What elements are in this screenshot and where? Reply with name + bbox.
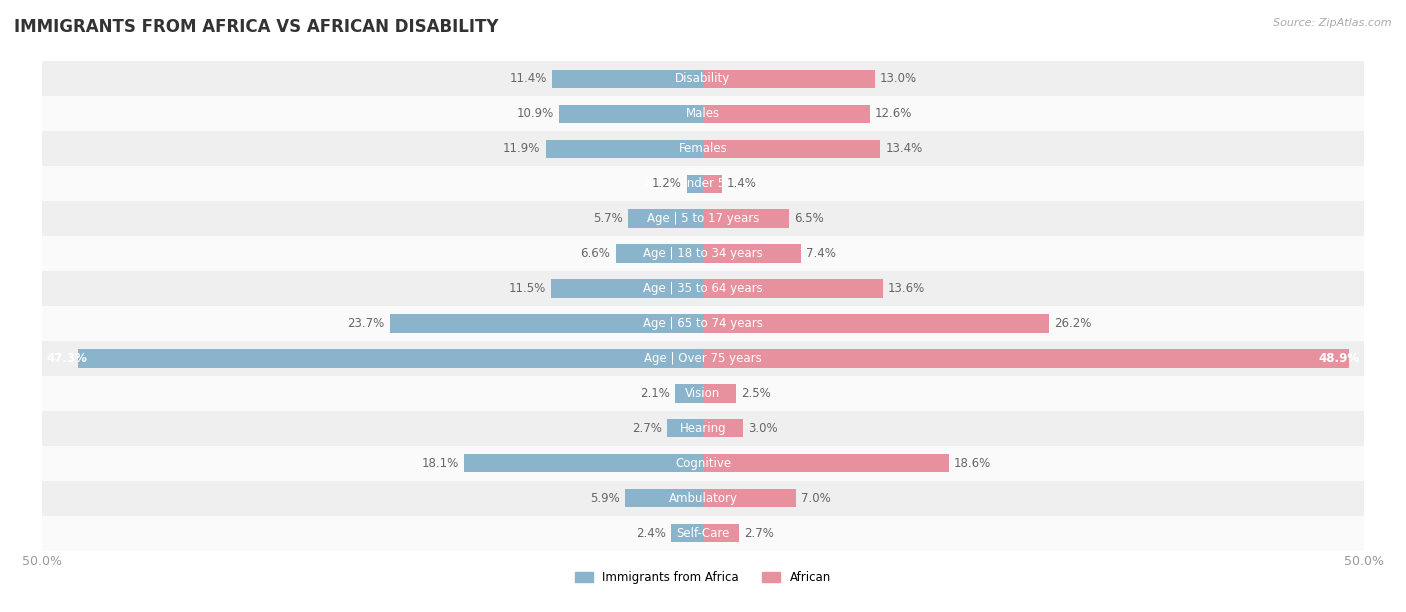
Bar bbox=[42, 376, 1364, 411]
Text: 2.7%: 2.7% bbox=[744, 527, 773, 540]
Bar bbox=[42, 131, 1364, 166]
Text: Females: Females bbox=[679, 142, 727, 155]
Bar bbox=[42, 341, 1364, 376]
Text: 2.4%: 2.4% bbox=[636, 527, 666, 540]
Bar bbox=[42, 271, 1364, 306]
Text: 3.0%: 3.0% bbox=[748, 422, 778, 435]
Text: Age | 5 to 17 years: Age | 5 to 17 years bbox=[647, 212, 759, 225]
Bar bbox=[671, 524, 703, 542]
Bar bbox=[688, 174, 703, 193]
Text: 11.4%: 11.4% bbox=[509, 72, 547, 85]
Bar bbox=[703, 209, 789, 228]
Text: IMMIGRANTS FROM AFRICA VS AFRICAN DISABILITY: IMMIGRANTS FROM AFRICA VS AFRICAN DISABI… bbox=[14, 18, 499, 36]
Text: 18.1%: 18.1% bbox=[422, 457, 458, 470]
Text: 2.1%: 2.1% bbox=[640, 387, 669, 400]
Text: 5.7%: 5.7% bbox=[593, 212, 623, 225]
Text: 1.2%: 1.2% bbox=[652, 177, 682, 190]
Bar bbox=[703, 315, 1049, 332]
Text: Age | 18 to 34 years: Age | 18 to 34 years bbox=[643, 247, 763, 260]
Legend: Immigrants from Africa, African: Immigrants from Africa, African bbox=[571, 567, 835, 589]
Text: 6.5%: 6.5% bbox=[794, 212, 824, 225]
Bar bbox=[42, 166, 1364, 201]
Text: Age | 65 to 74 years: Age | 65 to 74 years bbox=[643, 317, 763, 330]
Text: 13.4%: 13.4% bbox=[886, 142, 922, 155]
Text: 18.6%: 18.6% bbox=[955, 457, 991, 470]
Bar bbox=[42, 306, 1364, 341]
Bar bbox=[703, 384, 737, 403]
Text: 12.6%: 12.6% bbox=[875, 107, 912, 120]
Text: 11.5%: 11.5% bbox=[509, 282, 546, 295]
Bar bbox=[703, 140, 880, 158]
Bar bbox=[464, 454, 703, 472]
Bar bbox=[703, 70, 875, 88]
Text: 48.9%: 48.9% bbox=[1319, 352, 1360, 365]
Bar bbox=[42, 481, 1364, 516]
Text: Ambulatory: Ambulatory bbox=[668, 492, 738, 505]
Bar bbox=[551, 280, 703, 297]
Bar bbox=[703, 105, 869, 123]
Text: 11.9%: 11.9% bbox=[503, 142, 540, 155]
Text: 7.0%: 7.0% bbox=[801, 492, 831, 505]
Bar bbox=[627, 209, 703, 228]
Bar bbox=[389, 315, 703, 332]
Text: Vision: Vision bbox=[685, 387, 721, 400]
Bar bbox=[703, 454, 949, 472]
Text: 7.4%: 7.4% bbox=[806, 247, 837, 260]
Bar bbox=[703, 524, 738, 542]
Bar bbox=[42, 201, 1364, 236]
Text: 13.6%: 13.6% bbox=[889, 282, 925, 295]
Text: 26.2%: 26.2% bbox=[1054, 317, 1092, 330]
Text: Disability: Disability bbox=[675, 72, 731, 85]
Text: Age | 35 to 64 years: Age | 35 to 64 years bbox=[643, 282, 763, 295]
Text: Age | Under 5 years: Age | Under 5 years bbox=[644, 177, 762, 190]
Bar bbox=[42, 411, 1364, 446]
Bar bbox=[560, 105, 703, 123]
Text: 2.5%: 2.5% bbox=[741, 387, 770, 400]
Text: 10.9%: 10.9% bbox=[516, 107, 554, 120]
Bar bbox=[42, 446, 1364, 481]
Text: Source: ZipAtlas.com: Source: ZipAtlas.com bbox=[1274, 18, 1392, 28]
Bar bbox=[42, 96, 1364, 131]
Bar bbox=[42, 516, 1364, 551]
Bar bbox=[675, 384, 703, 403]
Bar bbox=[703, 419, 742, 438]
Text: 13.0%: 13.0% bbox=[880, 72, 917, 85]
Text: Self-Care: Self-Care bbox=[676, 527, 730, 540]
Bar bbox=[42, 236, 1364, 271]
Bar bbox=[703, 349, 1350, 368]
Bar bbox=[703, 489, 796, 507]
Bar bbox=[546, 140, 703, 158]
Bar bbox=[626, 489, 703, 507]
Bar bbox=[703, 174, 721, 193]
Bar bbox=[616, 244, 703, 263]
Text: 23.7%: 23.7% bbox=[347, 317, 384, 330]
Text: 47.3%: 47.3% bbox=[46, 352, 87, 365]
Text: Age | Over 75 years: Age | Over 75 years bbox=[644, 352, 762, 365]
Text: 1.4%: 1.4% bbox=[727, 177, 756, 190]
Bar bbox=[42, 61, 1364, 96]
Text: 5.9%: 5.9% bbox=[591, 492, 620, 505]
Text: Males: Males bbox=[686, 107, 720, 120]
Bar bbox=[703, 280, 883, 297]
Bar bbox=[668, 419, 703, 438]
Text: 6.6%: 6.6% bbox=[581, 247, 610, 260]
Text: 2.7%: 2.7% bbox=[633, 422, 662, 435]
Bar bbox=[553, 70, 703, 88]
Bar bbox=[703, 244, 801, 263]
Text: Cognitive: Cognitive bbox=[675, 457, 731, 470]
Bar bbox=[77, 349, 703, 368]
Text: Hearing: Hearing bbox=[679, 422, 727, 435]
